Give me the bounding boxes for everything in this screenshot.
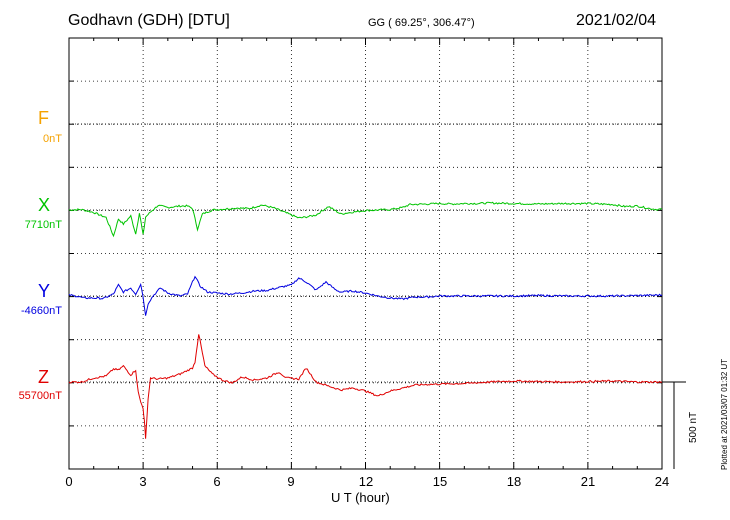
trace-y [68,275,663,316]
component-f-baseline: 0nT [43,133,62,145]
component-y-baseline: -4660nT [21,305,62,317]
coordinates-label: GG ( 69.25°, 306.47°) [368,17,475,29]
component-f-letter: F [38,108,49,128]
x-tick-label: 24 [654,474,670,489]
date-label: 2021/02/04 [576,12,657,29]
component-z-baseline: 55700nT [18,390,62,402]
x-tick-label: 0 [65,474,73,489]
trace-z [68,334,663,439]
component-z-letter: Z [38,367,49,387]
component-x-letter: X [38,195,51,215]
component-x-baseline: 7710nT [24,219,62,231]
x-tick-label: 6 [213,474,221,489]
x-tick-label: 3 [139,474,147,489]
component-y-letter: Y [38,281,51,301]
station-title: Godhavn (GDH) [DTU] [68,12,230,29]
x-tick-label: 12 [358,474,374,489]
x-axis-title: U T (hour) [331,490,390,505]
x-tick-label: 18 [506,474,522,489]
x-tick-label: 9 [287,474,295,489]
trace-x [68,201,663,238]
plot-frame [68,37,663,470]
x-tick-label: 21 [580,474,596,489]
x-tick-label: 15 [432,474,448,489]
